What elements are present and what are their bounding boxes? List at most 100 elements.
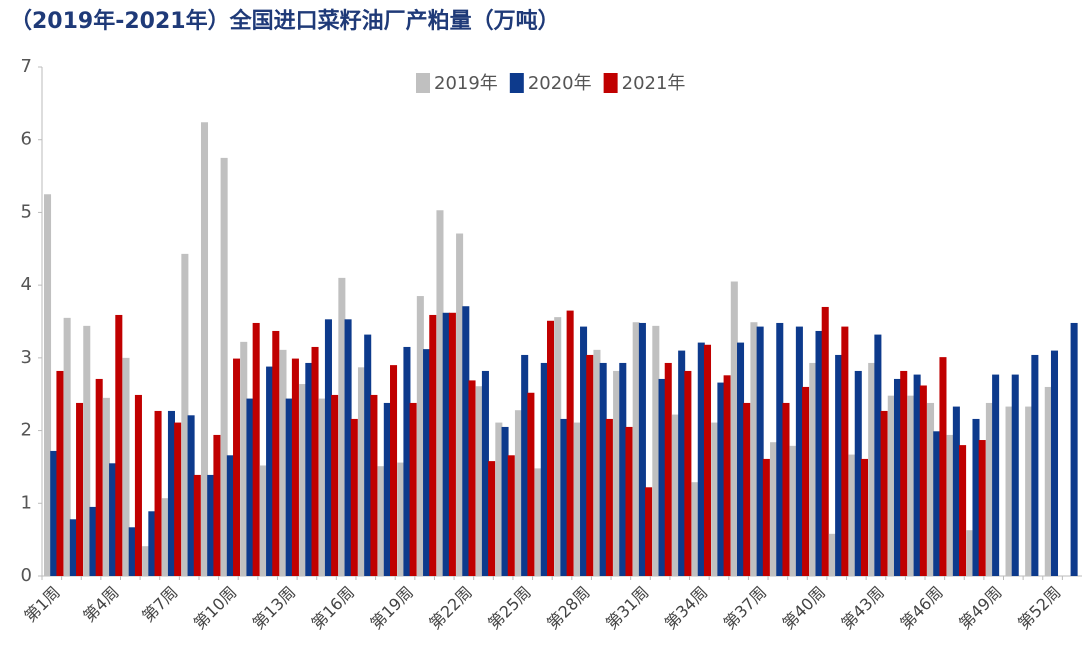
- y-tick-label: 3: [21, 347, 32, 368]
- bar: [416, 296, 424, 576]
- legend-label: 2021年: [622, 73, 686, 94]
- bar: [880, 410, 888, 576]
- x-tick-label: 第31周: [602, 583, 652, 633]
- bar: [821, 306, 829, 576]
- bar: [841, 326, 849, 576]
- bar: [638, 322, 646, 576]
- y-tick-label: 6: [21, 129, 32, 150]
- bar: [580, 326, 588, 576]
- bar: [495, 422, 503, 576]
- bar: [828, 533, 836, 576]
- bar: [181, 253, 189, 576]
- y-tick-label: 2: [21, 420, 32, 441]
- y-tick-label: 5: [21, 201, 32, 222]
- bar: [364, 334, 372, 576]
- bar: [933, 431, 941, 576]
- bar: [148, 511, 156, 576]
- bar: [44, 194, 52, 576]
- bar: [743, 402, 751, 576]
- bar: [226, 455, 234, 576]
- bar: [442, 312, 450, 576]
- bar: [331, 394, 339, 576]
- bar: [900, 370, 908, 576]
- bar: [507, 455, 515, 576]
- bar: [534, 468, 542, 576]
- bar: [397, 462, 405, 576]
- bar: [966, 530, 974, 576]
- x-tick-label: 第40周: [779, 583, 829, 633]
- x-tick-label: 第16周: [308, 583, 358, 633]
- bar: [985, 402, 993, 576]
- bar: [350, 418, 358, 576]
- x-tick-label: 第28周: [543, 583, 593, 633]
- bar: [285, 398, 293, 576]
- x-tick-label: 第46周: [896, 583, 946, 633]
- bar: [1044, 386, 1052, 576]
- bar: [1011, 374, 1019, 576]
- bar: [913, 374, 921, 576]
- bar: [122, 357, 130, 576]
- bar: [756, 326, 764, 576]
- bar: [835, 354, 843, 576]
- bar: [789, 445, 797, 576]
- bar: [671, 414, 679, 576]
- bar: [684, 370, 692, 576]
- legend-label: 2019年: [434, 73, 498, 94]
- x-tick-label: 第1周: [21, 583, 64, 626]
- bar: [815, 330, 823, 576]
- bar: [311, 346, 319, 576]
- bar: [1025, 406, 1033, 576]
- bar: [1031, 354, 1039, 576]
- bar: [703, 344, 712, 576]
- bar: [291, 358, 299, 576]
- bar: [481, 370, 489, 576]
- bar: [848, 454, 856, 576]
- bar: [50, 450, 58, 576]
- bar: [89, 506, 97, 576]
- bar: [795, 326, 803, 576]
- bar: [63, 317, 71, 576]
- chart-title: （2019年-2021年）全国进口菜籽油厂产粕量（万吨）: [10, 8, 560, 34]
- bar: [593, 349, 601, 576]
- bar: [697, 342, 705, 576]
- bar: [868, 362, 876, 576]
- bar: [357, 367, 366, 576]
- bar: [115, 314, 123, 576]
- bar: [207, 474, 215, 576]
- bar: [566, 310, 574, 576]
- bar: [854, 370, 862, 576]
- bar: [978, 440, 986, 576]
- bar: [279, 349, 287, 576]
- bar: [959, 445, 967, 576]
- x-tick-label: 第22周: [425, 583, 475, 633]
- y-tick-label: 7: [21, 56, 32, 77]
- bar: [514, 410, 522, 576]
- bar: [299, 384, 307, 576]
- y-tick-label: 1: [21, 492, 32, 513]
- bar: [605, 418, 613, 576]
- bar: [266, 366, 274, 576]
- bar: [95, 378, 103, 576]
- bar: [488, 461, 496, 576]
- legend-swatch: [416, 73, 430, 93]
- bar: [599, 362, 607, 576]
- bar: [102, 397, 110, 576]
- bar: [893, 378, 902, 576]
- bar: [809, 362, 817, 576]
- bar: [632, 322, 640, 576]
- bar: [907, 395, 915, 576]
- x-tick-label: 第52周: [1014, 583, 1064, 633]
- bar: [887, 395, 895, 576]
- bar: [161, 498, 169, 576]
- x-tick-label: 第10周: [190, 583, 240, 633]
- bar: [723, 375, 731, 576]
- bar: [1050, 350, 1059, 576]
- bar: [409, 402, 417, 576]
- bar: [952, 406, 960, 576]
- bar: [403, 346, 411, 576]
- bar: [305, 362, 313, 576]
- bar: [377, 466, 385, 576]
- bar: [560, 418, 568, 576]
- bar: [448, 312, 456, 576]
- bar: [540, 362, 548, 576]
